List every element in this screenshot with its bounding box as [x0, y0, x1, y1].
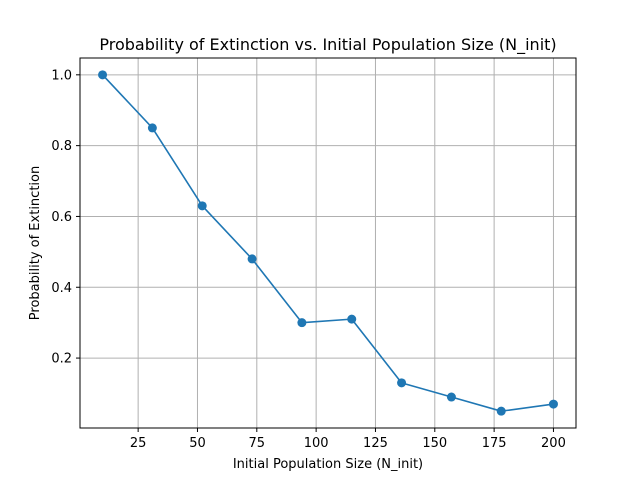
chart-title: Probability of Extinction vs. Initial Po… — [99, 35, 556, 55]
y-axis-label: Probability of Extinction — [28, 166, 43, 320]
x-axis-ticks: 25 50 75 100 125 150 175 200 — [130, 428, 566, 451]
y-axis-ticks: 0.2 0.4 0.6 0.8 1.0 — [51, 68, 80, 367]
x-tick-label: 175 — [482, 436, 507, 451]
grid-lines — [80, 58, 576, 428]
x-tick-label: 200 — [541, 436, 566, 451]
x-tick-label: 50 — [189, 436, 206, 451]
plot-area-frame — [79, 57, 577, 429]
y-tick-label: 0.4 — [51, 281, 72, 296]
y-tick-label: 0.6 — [51, 210, 72, 225]
x-tick-label: 75 — [249, 436, 266, 451]
y-tick-label: 0.2 — [51, 352, 72, 367]
x-tick-label: 125 — [363, 436, 388, 451]
data-point — [147, 123, 157, 133]
data-point — [397, 378, 407, 388]
y-tick-label: 0.8 — [51, 139, 72, 154]
data-point — [297, 318, 307, 328]
data-point — [347, 314, 357, 324]
data-point — [247, 254, 257, 264]
x-tick-label: 100 — [304, 436, 329, 451]
x-tick-label: 25 — [130, 436, 147, 451]
data-point — [446, 392, 456, 402]
data-point — [548, 399, 558, 409]
y-tick-label: 1.0 — [51, 68, 72, 83]
data-series — [98, 70, 558, 416]
series-line — [101, 74, 554, 412]
x-tick-label: 150 — [422, 436, 447, 451]
data-point — [197, 201, 207, 211]
data-point — [496, 406, 506, 416]
data-point — [98, 70, 108, 80]
x-axis-label: Initial Population Size (N_init) — [233, 457, 423, 472]
